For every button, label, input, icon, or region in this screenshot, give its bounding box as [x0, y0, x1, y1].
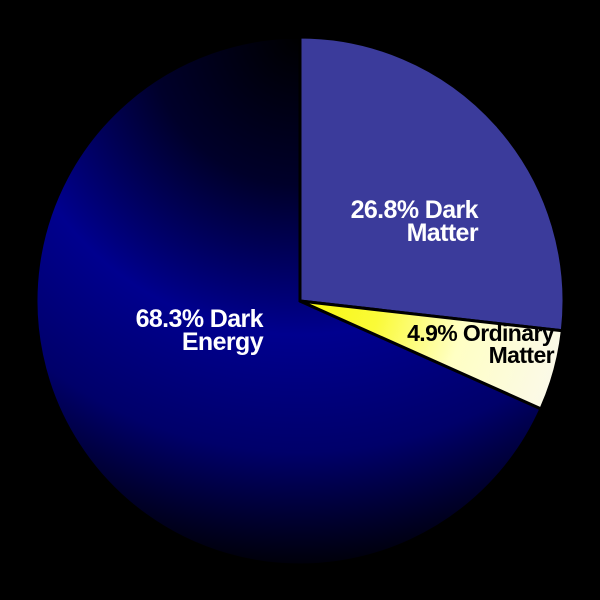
dark-matter-label: 26.8% Dark Matter	[350, 196, 479, 247]
slice-dark-matter	[298, 35, 566, 333]
dark-energy-label-line1: 68.3% Dark	[135, 305, 264, 333]
dark-matter-label-line2: Matter	[406, 218, 479, 247]
ordinary-matter-label: 4.9% Ordinary Matter	[407, 320, 555, 368]
ordinary-matter-label-line2: Matter	[488, 341, 555, 368]
slice-dark-energy	[34, 35, 543, 567]
dark-energy-label-line2: Energy	[181, 327, 264, 356]
dark-energy-label: 68.3% Dark Energy	[135, 305, 264, 356]
ordinary-matter-label-line1: 4.9% Ordinary	[407, 320, 554, 346]
slice-ordinary-matter	[298, 299, 564, 411]
dark-matter-label-line1: 26.8% Dark	[350, 196, 479, 224]
